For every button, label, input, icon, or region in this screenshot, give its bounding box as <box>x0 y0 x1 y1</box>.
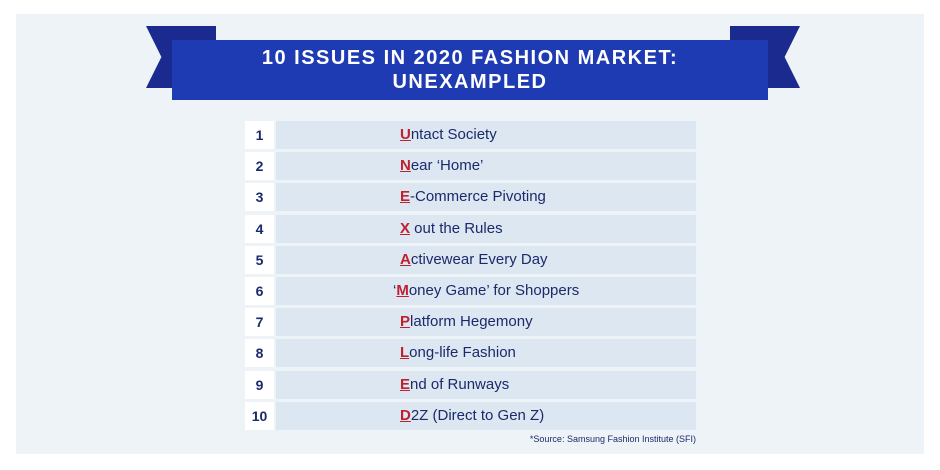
issue-text: nd of Runways <box>410 375 510 393</box>
issue-initial-letter: E <box>400 188 411 206</box>
issue-text: 2Z (Direct to Gen Z) <box>410 406 545 424</box>
issue-initial-letter: E <box>400 375 411 393</box>
issue-label: End of Runways <box>276 370 696 399</box>
issue-initial-letter: L <box>400 344 410 362</box>
issue-label: E-Commerce Pivoting <box>276 183 696 212</box>
issue-text: ear ‘Home’ <box>410 157 484 175</box>
issue-label: Activewear Every Day <box>276 245 696 274</box>
title-banner: 10 ISSUES IN 2020 FASHION MARKET: UNEXAM… <box>172 40 768 100</box>
issue-number: 4 <box>245 214 274 243</box>
issue-text: ntact Society <box>410 126 497 143</box>
title-line-1: 10 ISSUES IN 2020 FASHION MARKET: <box>261 47 679 69</box>
issue-text: -Commerce Pivoting <box>410 188 546 206</box>
issue-label: Long-life Fashion <box>276 339 696 368</box>
issue-number: 9 <box>245 370 274 399</box>
issue-initial-letter: D <box>400 406 411 424</box>
issue-label: ‘Money Game’ for Shoppers <box>276 276 696 305</box>
issue-label: X out the Rules <box>276 214 696 243</box>
list-item: 8 Long-life Fashion <box>245 339 696 368</box>
issue-number: 10 <box>245 401 274 430</box>
source-note: *Source: Samsung Fashion Institute (SFI) <box>529 434 696 444</box>
issue-number: 2 <box>245 152 274 181</box>
issue-initial-letter: X <box>400 219 411 237</box>
issue-text: ong-life Fashion <box>409 344 516 362</box>
issue-number: 7 <box>245 308 274 337</box>
issue-number: 1 <box>245 121 274 149</box>
list-item: 9 End of Runways <box>245 370 696 399</box>
issues-list: 1 Untact Society 2 Near ‘Home’ 3 E-Comme… <box>245 121 696 433</box>
list-item: 7 Platform Hegemony <box>245 308 696 337</box>
issue-number: 5 <box>245 245 274 274</box>
issue-number: 8 <box>245 339 274 368</box>
list-item: 1 Untact Society <box>245 121 696 149</box>
list-item: 4 X out the Rules <box>245 214 696 243</box>
issue-initial-letter: M <box>396 281 409 299</box>
issue-initial-letter: A <box>400 250 411 268</box>
issue-text: oney Game’ for Shoppers <box>408 281 580 299</box>
list-item: 2 Near ‘Home’ <box>245 152 696 181</box>
title-line-2: UNEXAMPLED <box>392 71 548 93</box>
issue-number: 3 <box>245 183 274 212</box>
list-item: 5 Activewear Every Day <box>245 245 696 274</box>
issue-text: out the Rules <box>410 219 503 237</box>
issue-text: latform Hegemony <box>410 313 533 331</box>
issue-label: Near ‘Home’ <box>276 152 696 181</box>
issue-text: ctivewear Every Day <box>410 250 548 268</box>
list-item: 10 D2Z (Direct to Gen Z) <box>245 401 696 430</box>
issue-prefix: ‘ <box>393 281 397 299</box>
issue-label: D2Z (Direct to Gen Z) <box>276 401 696 430</box>
issue-label: Platform Hegemony <box>276 308 696 337</box>
list-item: 3 E-Commerce Pivoting <box>245 183 696 212</box>
issue-number: 6 <box>245 276 274 305</box>
issue-label: Untact Society <box>276 121 696 149</box>
issue-initial-letter: U <box>400 126 411 143</box>
issue-initial-letter: P <box>400 313 411 331</box>
issue-initial-letter: N <box>400 157 411 175</box>
list-item: 6 ‘Money Game’ for Shoppers <box>245 276 696 305</box>
